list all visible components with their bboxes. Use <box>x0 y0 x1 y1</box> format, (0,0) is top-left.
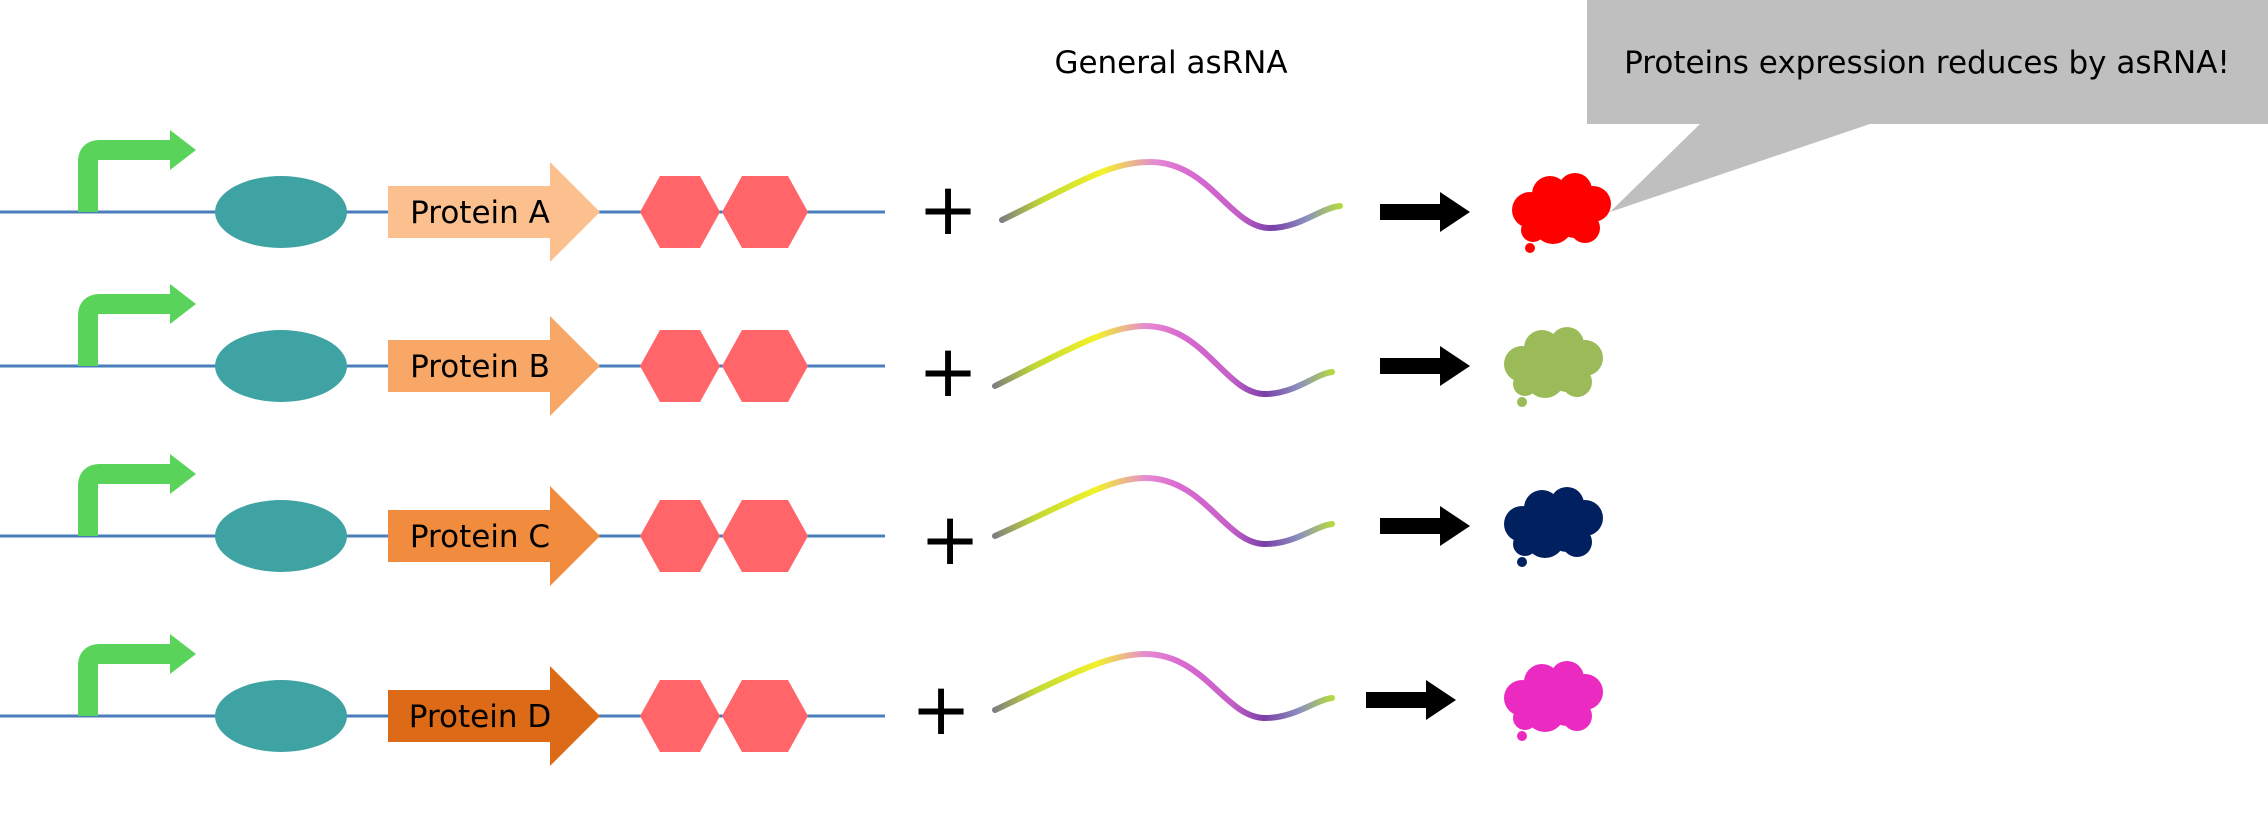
cds-arrow <box>388 162 600 262</box>
promoter-arrow-icon <box>78 284 196 366</box>
protein-product-cloud-icon <box>1504 327 1603 407</box>
result-arrow-icon <box>1366 680 1456 720</box>
callout-text: Proteins expression reduces by asRNA! <box>1624 45 2230 81</box>
terminator-hexagon <box>640 330 720 402</box>
terminator-hexagon <box>640 500 720 572</box>
construct-row: Protein D + <box>0 634 1603 766</box>
rbs-oval <box>215 500 347 572</box>
promoter-arrow-icon <box>78 130 196 212</box>
protein-label: Protein C <box>410 519 550 555</box>
terminator-hexagon <box>640 176 720 248</box>
construct-row: Protein A + <box>0 130 1611 262</box>
rbs-oval <box>215 176 347 248</box>
callout-pointer <box>1610 124 1870 212</box>
protein-product-cloud-icon <box>1504 661 1603 741</box>
plus-sign: + <box>918 329 978 413</box>
promoter-arrow-icon <box>78 454 196 536</box>
callout-bubble: Proteins expression reduces by asRNA! <box>1587 0 2268 212</box>
rbs-oval <box>215 330 347 402</box>
terminator-hexagon <box>640 680 720 752</box>
result-arrow-icon <box>1380 506 1470 546</box>
asrna-strand <box>992 650 1335 722</box>
construct-row: Protein C + <box>0 454 1603 586</box>
terminator-hexagon <box>722 500 808 572</box>
plus-sign: + <box>918 167 978 251</box>
protein-label: Protein B <box>410 349 550 385</box>
asrna-strand <box>999 158 1343 232</box>
rbs-oval <box>215 680 347 752</box>
cds-arrow <box>388 486 600 586</box>
cds-arrow <box>388 666 600 766</box>
protein-product-cloud-icon <box>1504 487 1603 567</box>
protein-label: Protein A <box>410 195 550 231</box>
asrna-strand <box>992 474 1335 548</box>
promoter-arrow-icon <box>78 634 196 716</box>
terminator-hexagon <box>722 176 808 248</box>
terminator-hexagon <box>722 680 808 752</box>
plus-sign: + <box>911 667 971 751</box>
asrna-strand <box>992 322 1335 398</box>
asrna-title: General asRNA <box>1054 45 1287 81</box>
protein-product-cloud-icon <box>1512 173 1611 253</box>
result-arrow-icon <box>1380 346 1470 386</box>
cds-arrow <box>388 316 600 416</box>
result-arrow-icon <box>1380 192 1470 232</box>
protein-label: Protein D <box>409 699 551 735</box>
terminator-hexagon <box>722 330 808 402</box>
plus-sign: + <box>920 497 980 581</box>
construct-row: Protein B + <box>0 284 1603 416</box>
callout-box <box>1587 0 2268 124</box>
